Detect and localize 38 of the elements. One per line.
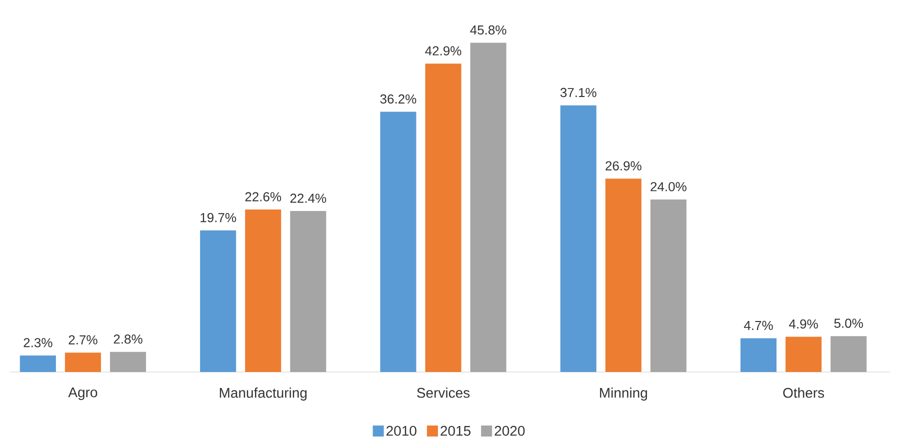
data-label: 45.8% [470,25,506,35]
bar [20,355,56,372]
bar [830,336,867,372]
bar [740,338,777,372]
data-label: 37.1% [560,88,596,98]
bar [786,336,822,372]
bar [650,199,686,372]
data-label: 22.4% [290,194,326,203]
data-label: 26.9% [606,161,642,170]
legend-label: 2020 [494,426,525,436]
data-label: 2.3% [24,338,52,348]
bar [64,352,101,372]
bar [425,64,462,372]
data-label: 42.9% [425,46,462,56]
data-label: 24.0% [650,182,686,192]
bar [560,105,596,372]
x-tick-label: Minning [600,388,648,401]
bar [110,352,146,372]
legend-label: 2010 [386,426,416,436]
bar [605,178,642,372]
data-label: 2.8% [114,334,142,344]
bar [380,112,416,372]
data-label: 4.9% [789,319,818,329]
bar [200,230,236,372]
x-tick-label: Services [417,388,470,398]
legend-label: 2015 [440,426,470,436]
bar [470,42,506,372]
data-label: 22.6% [245,192,282,202]
data-label: 36.2% [380,94,416,104]
data-label: 4.7% [744,320,773,330]
data-label: 2.7% [68,335,98,344]
x-tick-label: Others [783,388,824,398]
x-tick-label: Manufacturing [220,388,307,401]
data-label: 19.7% [200,212,236,222]
bar [245,210,282,372]
bar [290,210,326,372]
x-tick-label: Agro [68,388,98,400]
data-label: 5.0% [834,318,863,328]
